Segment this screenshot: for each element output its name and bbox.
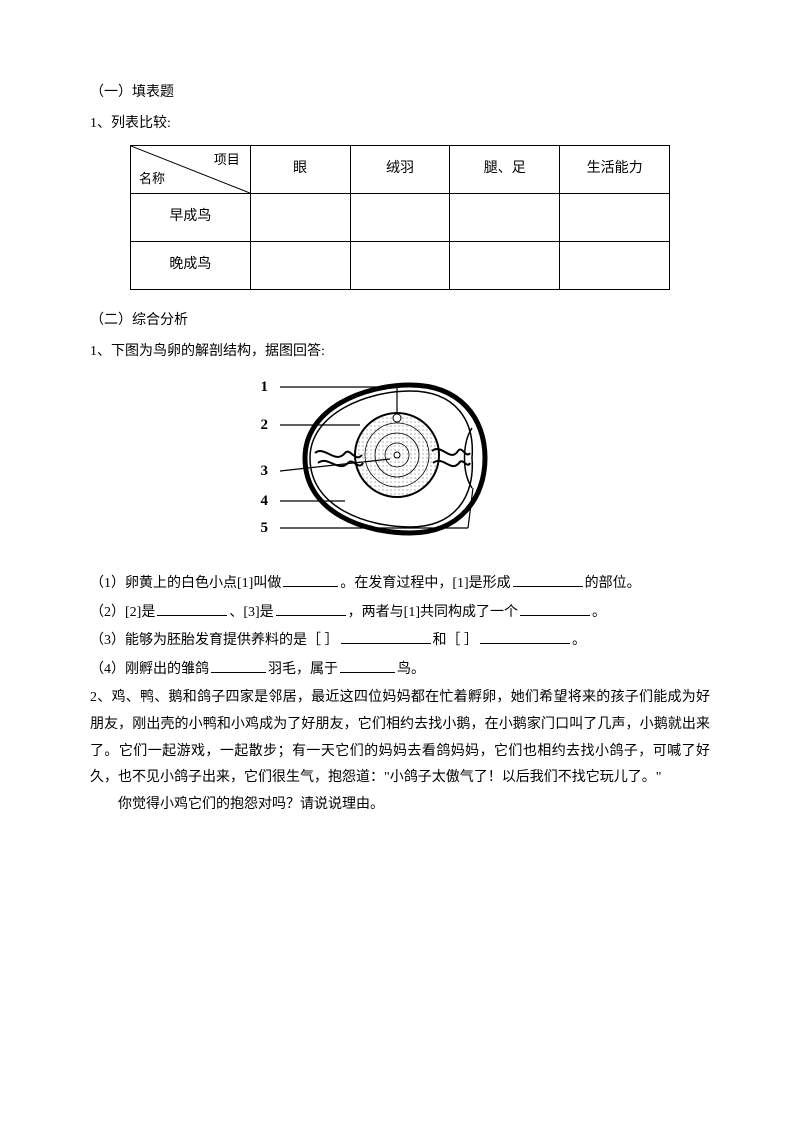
question-3: （3）能够为胚胎发育提供养料的是［ ］ 和［ ］ 。	[90, 628, 710, 655]
q2-text-d: 。	[592, 605, 606, 620]
comparison-table-wrap: 项目 名称 眼 绒羽 腿、足 生活能力 早成鸟 晚成鸟	[90, 145, 710, 290]
q1-text-c: 的部位。	[585, 576, 641, 591]
table-cell[interactable]	[450, 194, 560, 242]
svg-text:2: 2	[261, 417, 269, 433]
section1-item1: 1、列表比较:	[90, 111, 710, 138]
svg-text:3: 3	[261, 463, 269, 479]
table-row: 早成鸟	[131, 194, 670, 242]
blank-input[interactable]	[211, 659, 266, 673]
blank-input[interactable]	[340, 659, 395, 673]
table-cell[interactable]	[450, 242, 560, 290]
blank-input[interactable]	[157, 602, 227, 616]
section2-title: （二）综合分析	[90, 308, 710, 335]
blank-input[interactable]	[513, 573, 583, 587]
q4-text-c: 鸟。	[397, 662, 425, 677]
diag-bot-label: 名称	[139, 167, 165, 192]
section2-item2-question: 你觉得小鸡它们的抱怨对吗？请说说理由。	[90, 792, 710, 819]
question-4: （4）刚孵出的雏鸽 羽毛，属于 鸟。	[90, 657, 710, 684]
section2-item1: 1、下图为鸟卵的解剖结构，据图回答:	[90, 339, 710, 366]
q4-text-b: 羽毛，属于	[268, 662, 338, 677]
row-header: 早成鸟	[131, 194, 251, 242]
svg-text:5: 5	[261, 520, 269, 536]
svg-text:4: 4	[261, 493, 269, 509]
table-cell[interactable]	[350, 194, 450, 242]
question-2: （2）[2]是 、[3]是 ，两者与[1]共同构成了一个 。	[90, 600, 710, 627]
section2-item2: 2、鸡、鸭、鹅和鸽子四家是邻居，最近这四位妈妈都在忙着孵卵，她们希望将来的孩子们…	[90, 685, 710, 791]
q3-text-c: 。	[572, 633, 586, 648]
blank-input[interactable]	[480, 630, 570, 644]
table-row: 晚成鸟	[131, 242, 670, 290]
q2-text-a: （2）[2]是	[90, 605, 155, 620]
table-cell[interactable]	[560, 194, 670, 242]
table-cell[interactable]	[250, 194, 350, 242]
comparison-table: 项目 名称 眼 绒羽 腿、足 生活能力 早成鸟 晚成鸟	[130, 145, 670, 290]
diag-top-label: 项目	[214, 148, 240, 173]
blank-input[interactable]	[276, 602, 346, 616]
svg-text:1: 1	[261, 379, 269, 395]
row-header: 晚成鸟	[131, 242, 251, 290]
q3-text-b: 和［ ］	[433, 633, 479, 648]
table-cell[interactable]	[560, 242, 670, 290]
blank-input[interactable]	[283, 573, 338, 587]
q1-text-b: 。在发育过程中，[1]是形成	[340, 576, 510, 591]
blank-input[interactable]	[341, 630, 431, 644]
diagonal-header: 项目 名称	[131, 146, 251, 194]
col-header: 绒羽	[350, 146, 450, 194]
q1-text-a: （1）卵黄上的白色小点[1]叫做	[90, 576, 281, 591]
table-cell[interactable]	[350, 242, 450, 290]
table-cell[interactable]	[250, 242, 350, 290]
egg-diagram: 1 2 3 4 5	[90, 373, 710, 559]
section1-title: （一）填表题	[90, 80, 710, 107]
question-1: （1）卵黄上的白色小点[1]叫做 。在发育过程中，[1]是形成 的部位。	[90, 571, 710, 598]
col-header: 腿、足	[450, 146, 560, 194]
q2-text-b: 、[3]是	[229, 605, 273, 620]
blank-input[interactable]	[520, 602, 590, 616]
q4-text-a: （4）刚孵出的雏鸽	[90, 662, 209, 677]
q3-text-a: （3）能够为胚胎发育提供养料的是［ ］	[90, 633, 339, 648]
table-row: 项目 名称 眼 绒羽 腿、足 生活能力	[131, 146, 670, 194]
q2-text-c: ，两者与[1]共同构成了一个	[348, 605, 518, 620]
col-header: 眼	[250, 146, 350, 194]
col-header: 生活能力	[560, 146, 670, 194]
